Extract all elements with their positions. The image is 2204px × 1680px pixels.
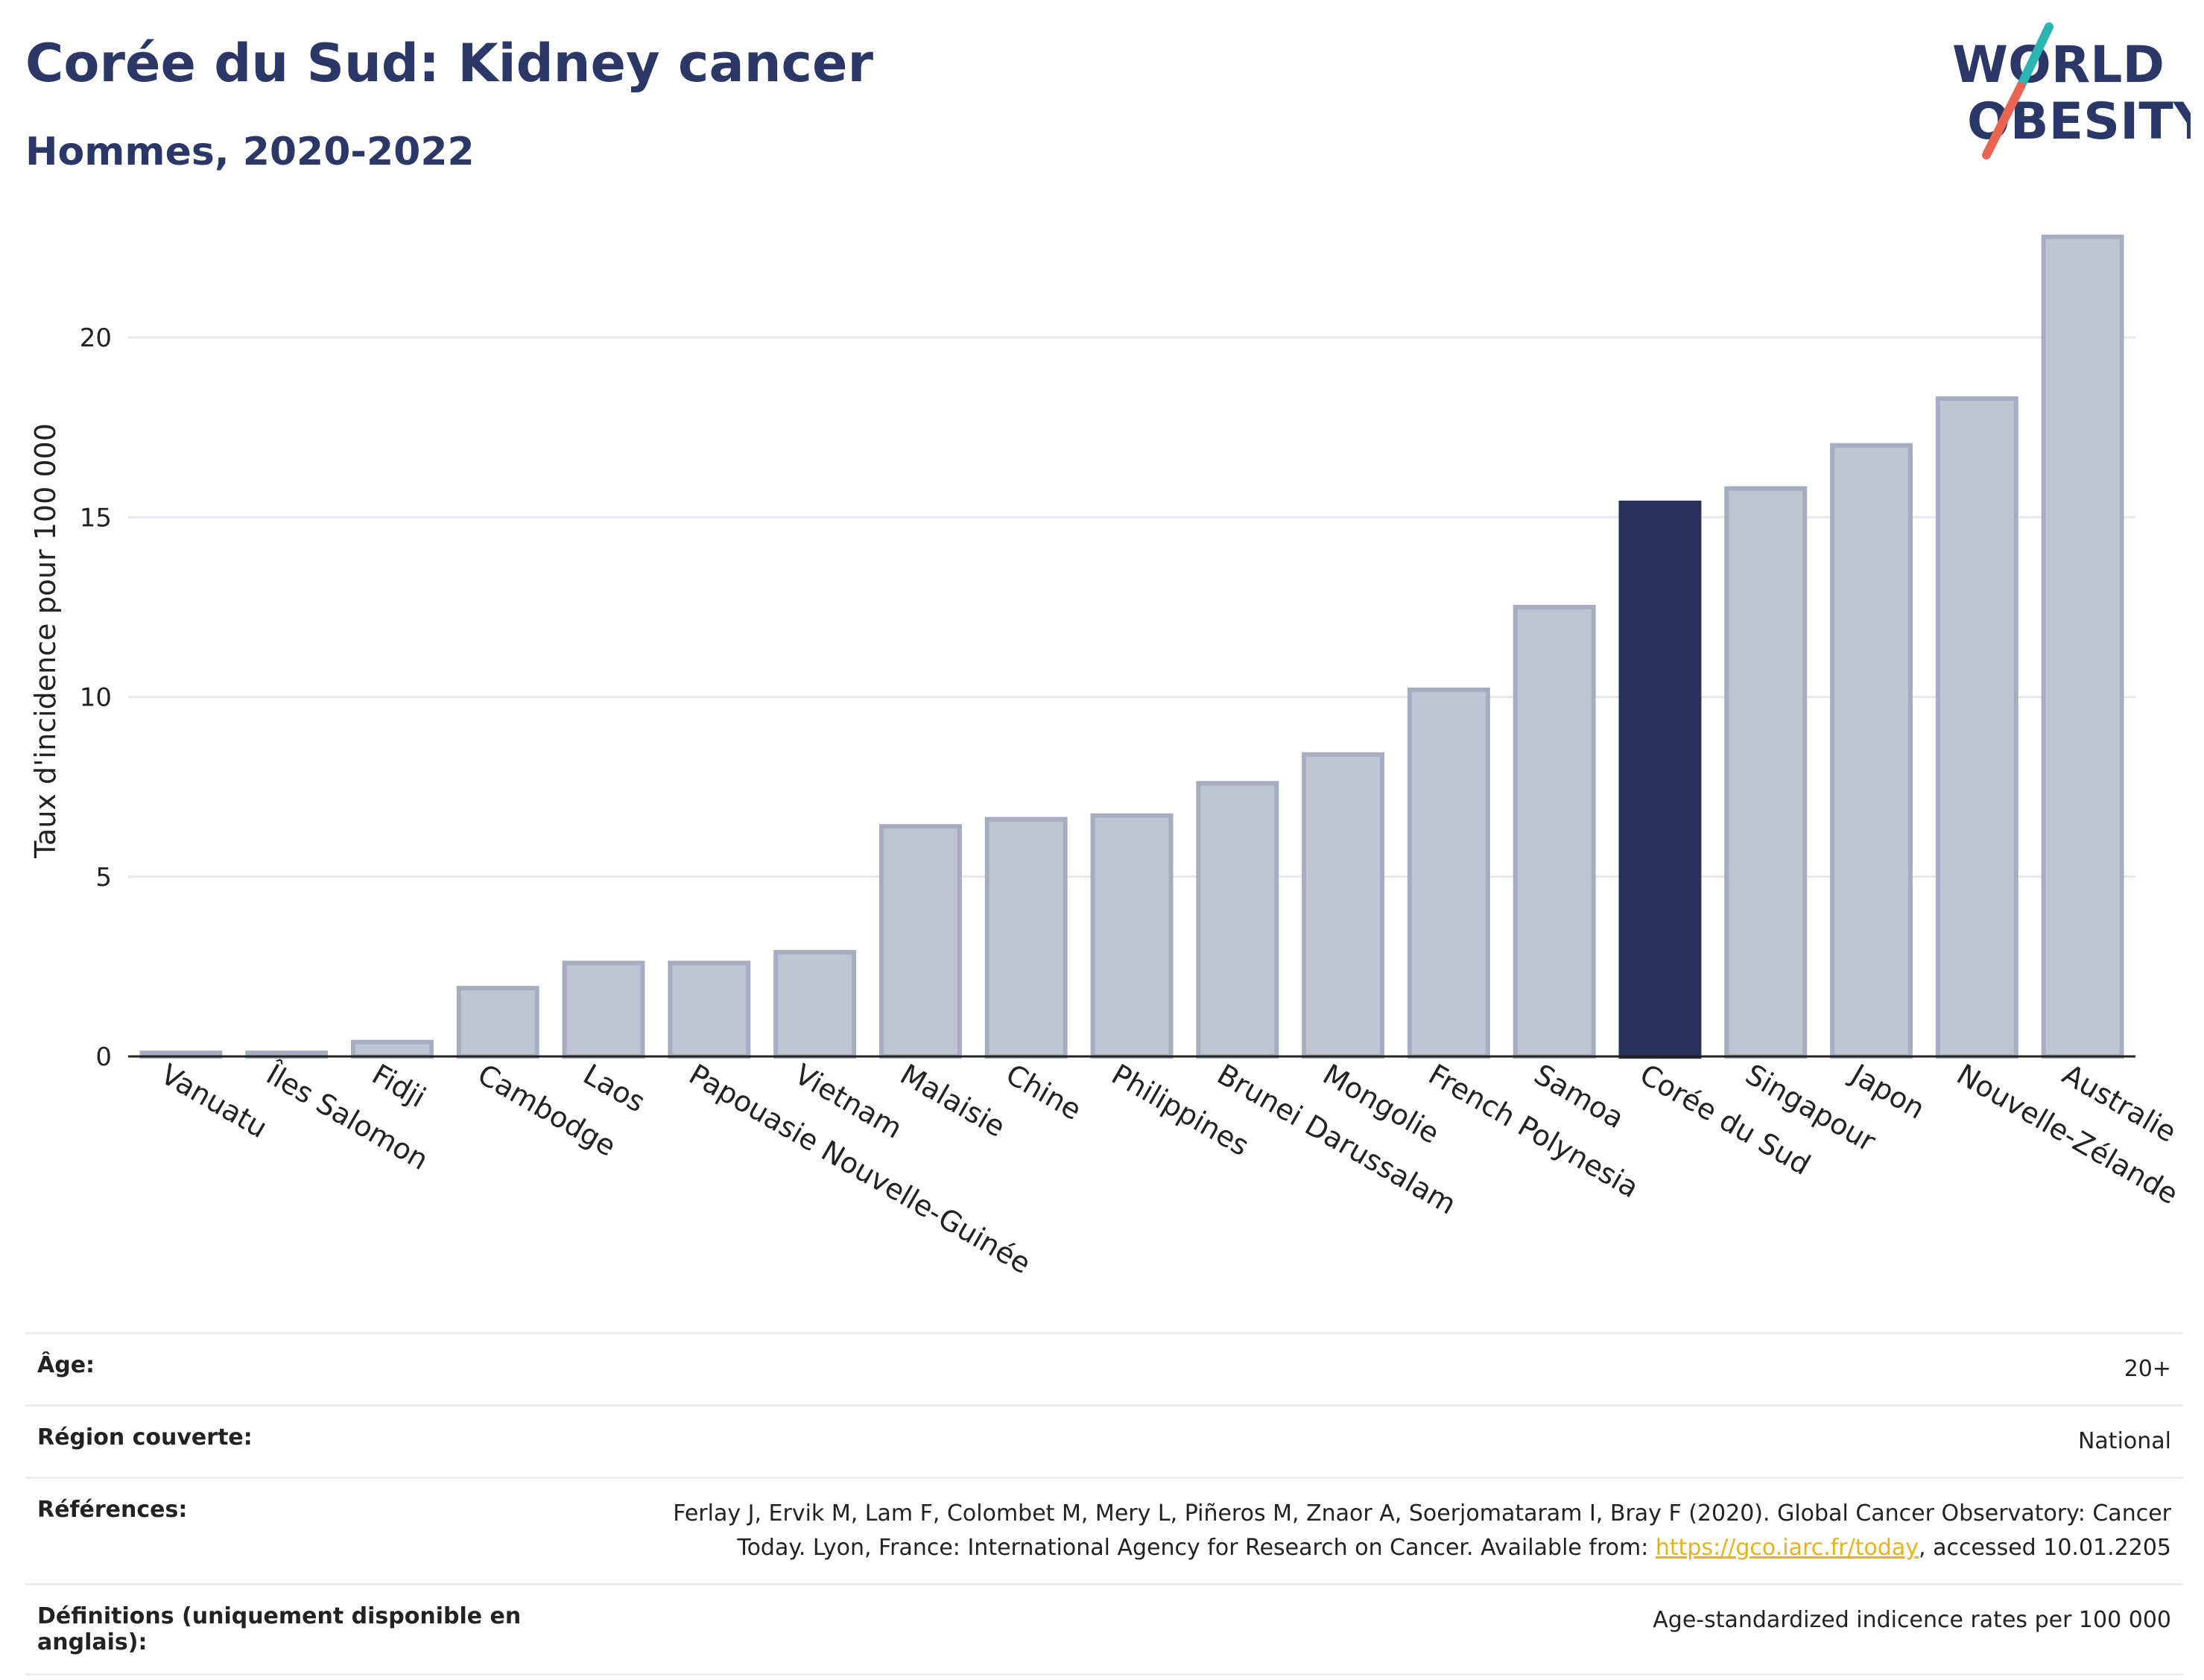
references-label: Références:: [25, 1477, 556, 1585]
bar-fidji: [351, 1039, 434, 1059]
age-value: 20+: [556, 1332, 2183, 1407]
bar-cambodge: [456, 986, 539, 1059]
y-tick-label: 5: [95, 863, 112, 893]
bar-australie: [2041, 234, 2124, 1059]
bar-coree-du-sud: [1618, 500, 1702, 1059]
references-value: Ferlay J, Ervik M, Lam F, Colombet M, Me…: [556, 1477, 2183, 1585]
bar-japon: [1830, 443, 1913, 1059]
bar-french-polynesia: [1407, 687, 1490, 1059]
y-tick-label: 20: [80, 323, 112, 353]
info-row-age: Âge: 20+: [25, 1332, 2183, 1407]
info-row-references: Références: Ferlay J, Ervik M, Lam F, Co…: [25, 1477, 2183, 1585]
x-category-label: Chine: [1001, 1058, 1087, 1126]
x-category-label: Laos: [578, 1058, 651, 1119]
references-link[interactable]: https://gco.iarc.fr/today: [1655, 1535, 1919, 1561]
y-tick-label: 0: [95, 1042, 112, 1072]
definitions-label: Définitions (uniquement disponible en an…: [25, 1583, 556, 1676]
bar-laos: [562, 960, 645, 1059]
bar-mongolie: [1302, 752, 1385, 1059]
references-line2: Today. Lyon, France: International Agenc…: [737, 1535, 1656, 1561]
info-table: Âge: 20+ Région couverte: National Référ…: [25, 1332, 2183, 1676]
bar-samoa: [1513, 604, 1596, 1059]
logo-slash-teal-icon: [2016, 22, 2053, 91]
bar-philippines: [1090, 813, 1174, 1059]
info-row-region: Région couverte: National: [25, 1404, 2183, 1479]
definitions-value: Age-standardized indicence rates per 100…: [556, 1583, 2183, 1676]
region-value: National: [556, 1404, 2183, 1479]
references-accessed: , accessed 10.01.2205: [1919, 1535, 2171, 1561]
chart-subtitle: Hommes, 2020-2022: [25, 130, 475, 174]
bars: [139, 234, 2124, 1059]
bar-vietnam: [773, 950, 857, 1059]
x-category-label: Fidji: [367, 1058, 431, 1115]
bar-chine: [984, 817, 1068, 1059]
y-axis-title: Taux d'incidence pour 100 000: [29, 423, 62, 859]
info-row-definitions: Définitions (uniquement disponible en an…: [25, 1583, 2183, 1676]
bar-malaisie: [878, 824, 962, 1059]
y-tick-label: 10: [80, 683, 112, 713]
bar-papouasie-nouvelle-guinee: [668, 960, 751, 1059]
region-label: Région couverte:: [25, 1404, 556, 1479]
chart-title: Corée du Sud: Kidney cancer: [25, 33, 874, 94]
y-tick-label: 15: [80, 503, 112, 533]
age-label: Âge:: [25, 1332, 556, 1407]
bar-brunei-darussalam: [1196, 781, 1279, 1059]
logo-slash-red-icon: [1982, 82, 2025, 159]
bar-singapour: [1724, 486, 1808, 1059]
bar-nouvelle-zelande: [1935, 396, 2018, 1059]
y-axis-ticks: 0 5 10 15 20: [80, 323, 112, 1072]
x-category-label: Vanuatu: [155, 1058, 273, 1144]
world-obesity-logo: WORLD OBESITY: [1952, 22, 2191, 159]
logo-line-world: WORLD: [1952, 36, 2165, 95]
x-category-label: Malaisie: [895, 1058, 1011, 1144]
references-line1: Ferlay J, Ervik M, Lam F, Colombet M, Me…: [673, 1500, 2171, 1527]
